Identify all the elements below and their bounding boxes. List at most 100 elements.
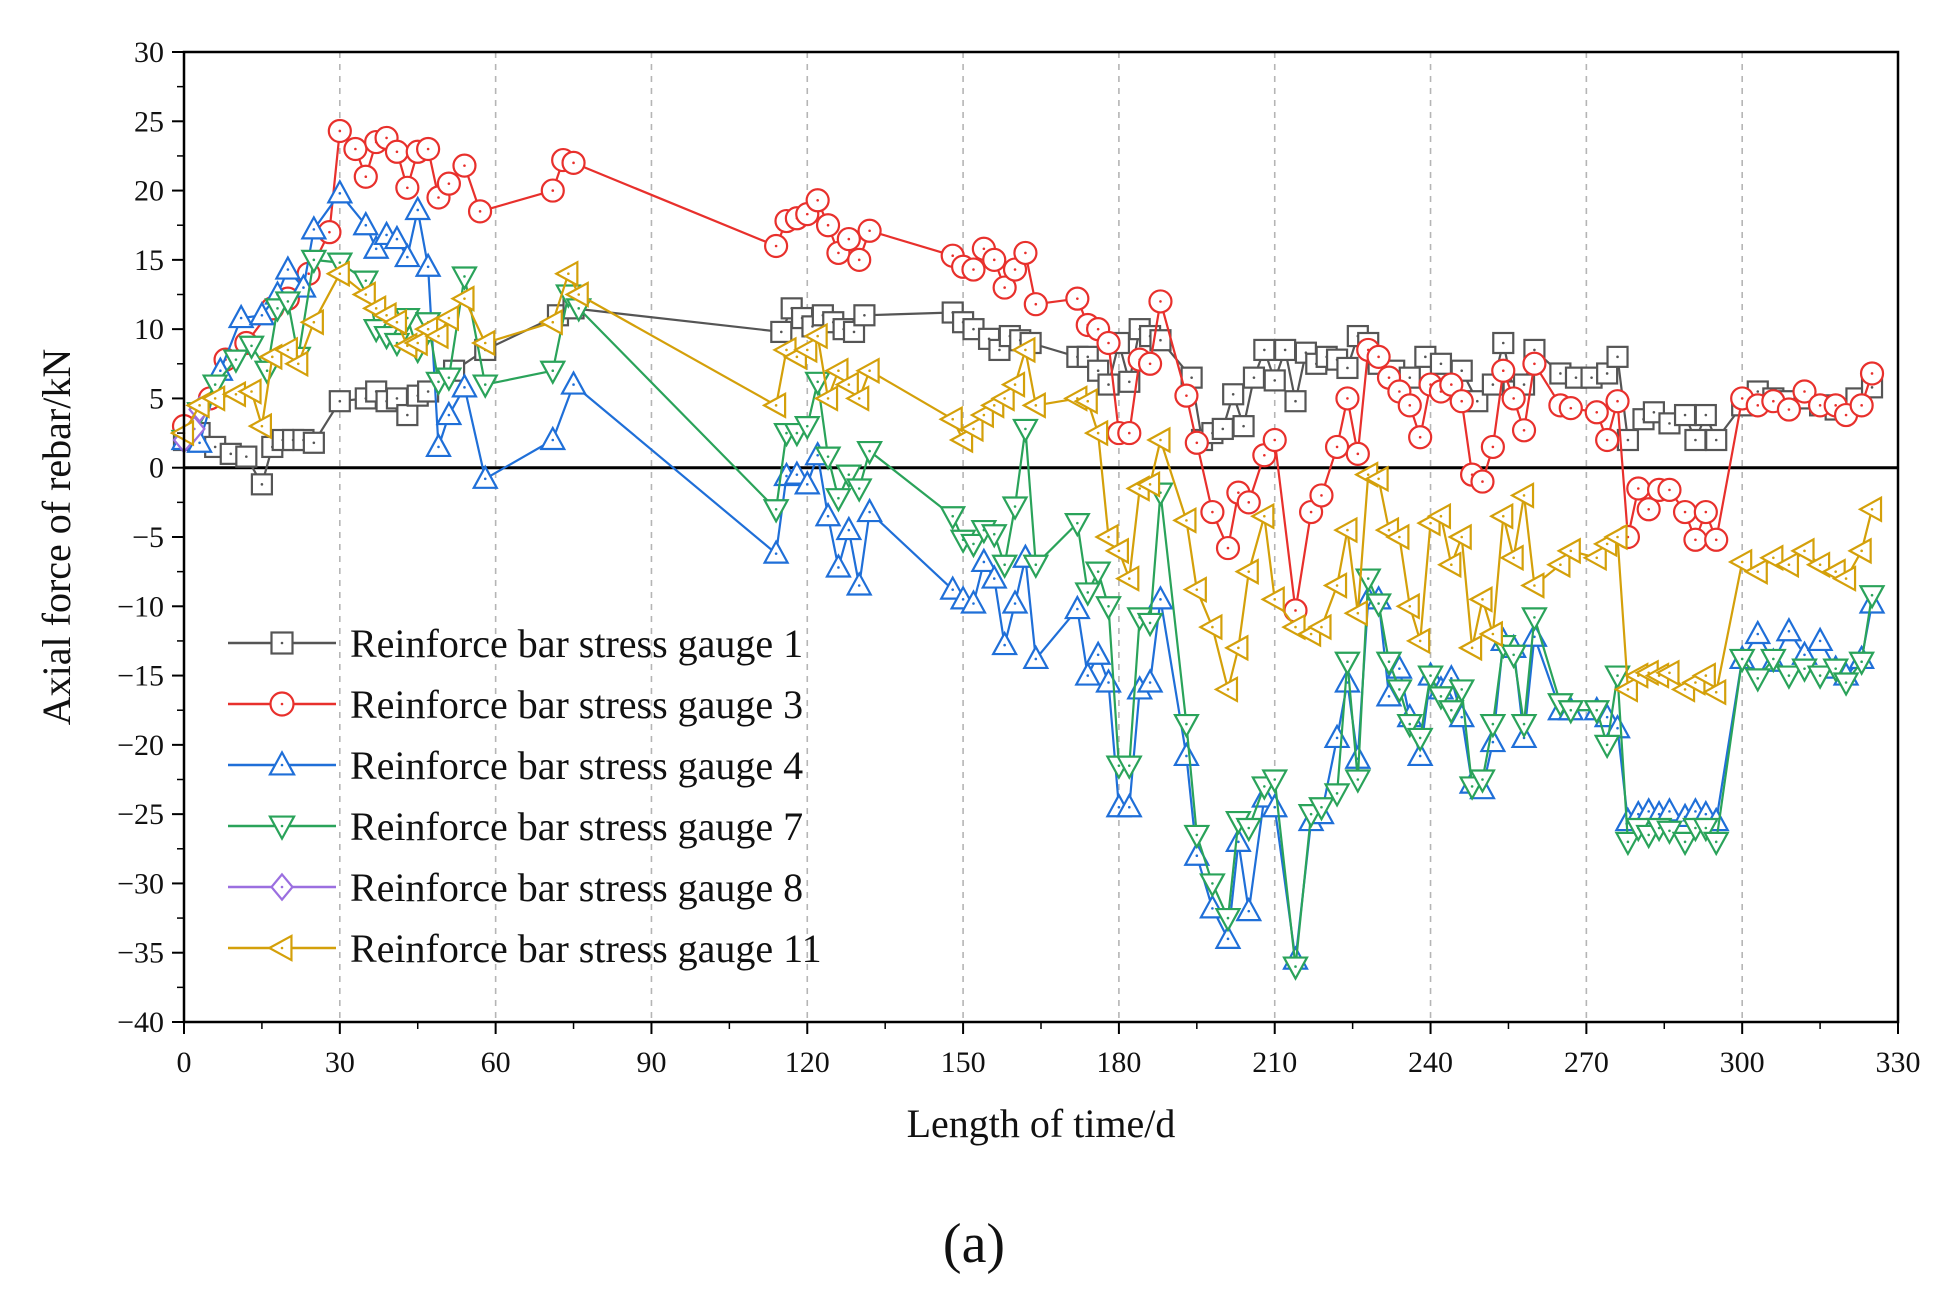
data-point-dot [364,223,368,227]
data-point [1426,502,1452,530]
data-point [1022,644,1050,670]
data-point-dot [1185,519,1188,522]
data-point-dot [1818,639,1822,643]
data-point-dot [1273,438,1277,442]
series-2 [171,118,1885,623]
data-point-dot [1683,510,1687,514]
data-point [856,440,883,466]
data-point-dot [795,431,799,435]
data-point-dot [1870,386,1874,389]
data-point [1198,613,1223,641]
data-point-dot [785,474,788,478]
data-point [471,464,499,489]
y-tick-label: 15 [134,244,164,277]
data-point-dot [1616,674,1619,677]
data-point-dot [992,404,996,407]
data-point-dot [1117,764,1121,767]
data-point-dot [1273,805,1277,809]
data-point [845,571,873,596]
data-point-dot [1460,369,1464,373]
data-point [450,285,475,313]
data-point [1235,817,1263,843]
data-point [1234,558,1259,585]
data-point [470,329,496,357]
data-point [248,300,276,326]
data-point-dot [972,268,975,271]
data-point [792,336,818,364]
data-point-dot [280,763,284,767]
data-point-dot [1787,674,1791,677]
data-point-dot [280,946,284,950]
data-point-dot [312,228,316,231]
data-point [762,499,790,524]
data-point-dot [1185,394,1188,397]
data-point [835,464,863,489]
x-tick-label: 330 [1876,1046,1921,1079]
data-point-dot [1657,812,1661,816]
data-point-dot [1574,376,1578,379]
data-point-dot [1252,376,1256,379]
data-point [1250,502,1275,530]
data-point-dot [395,237,399,241]
x-axis-title: Length of time/d [907,1101,1176,1146]
data-point-dot [847,473,851,476]
data-point [970,547,998,573]
data-point [1510,713,1538,739]
data-point-dot [1263,785,1266,788]
data-point-dot [785,348,788,352]
data-point [1322,572,1348,599]
data-point [1406,741,1434,767]
data-point-dot [385,136,388,140]
data-point-dot [1013,383,1017,386]
data-point-dot [463,386,466,389]
data-point [938,405,963,433]
y-tick-label: −30 [117,867,164,900]
data-point-dot [1450,563,1453,567]
data-point [1104,537,1130,565]
data-point [856,497,883,523]
data-point-dot [1076,607,1079,611]
data-point [1214,924,1242,949]
data-point-dot [795,473,799,476]
data-point [1822,658,1850,683]
data-point-dot [1309,632,1313,636]
data-point-dot [1787,408,1791,411]
data-point-dot [280,641,284,645]
data-point-dot [1024,427,1027,431]
data-point [560,370,587,395]
data-point-dot [234,358,238,361]
data-point [227,303,255,329]
data-point [1334,651,1361,677]
data-point-dot [437,445,440,449]
data-point-dot [1460,399,1464,403]
data-point [803,322,828,350]
data-point [1395,592,1420,620]
data-point-dot [1694,538,1697,542]
x-tick-label: 0 [177,1046,192,1079]
data-point [200,385,226,412]
data-point-dot [1003,563,1006,567]
data-point [221,380,247,408]
x-tick-label: 30 [325,1046,355,1079]
data-point [1447,523,1472,551]
data-point-dot [1834,570,1837,573]
data-point-dot [1273,379,1277,382]
data-point-dot [1491,740,1495,744]
data-point-dot [1626,840,1630,844]
data-point [1136,612,1164,638]
data-point-dot [1429,674,1432,677]
data-point [1083,419,1109,447]
data-point-dot [992,577,996,580]
data-point-dot [1247,826,1251,830]
data-point [351,281,376,308]
data-point [1064,594,1091,620]
data-point-dot [1652,410,1656,414]
data-point [991,554,1018,580]
data-point-dot [1522,722,1526,726]
data-point [793,416,821,441]
data-point-dot [551,438,555,442]
data-point [1847,537,1872,565]
data-point-dot [1626,688,1630,691]
data-point-dot [338,192,342,195]
data-point-dot [1512,653,1515,657]
